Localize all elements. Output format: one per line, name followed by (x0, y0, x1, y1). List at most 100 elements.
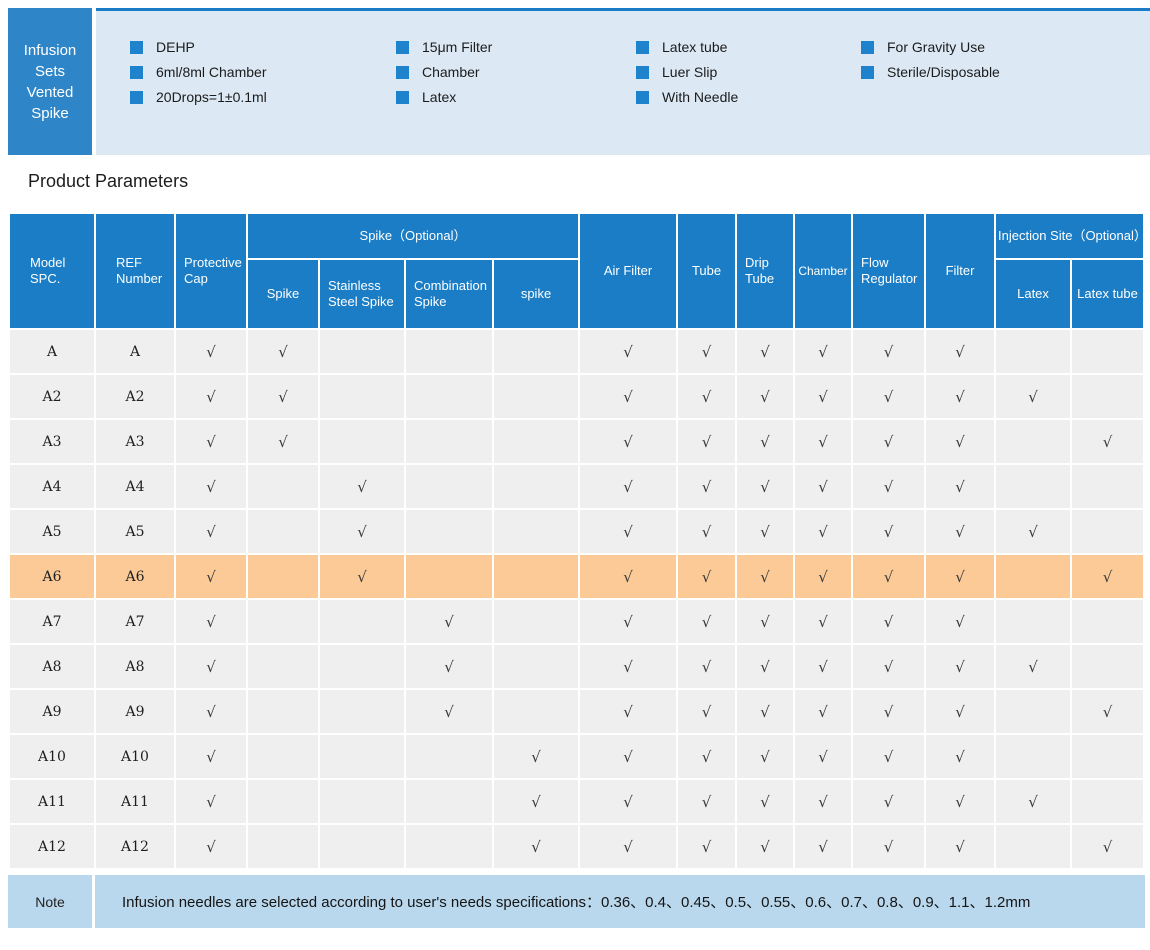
model-cell: A9 (10, 690, 94, 733)
bullet-square-icon (861, 66, 874, 79)
check-cell-latex_tube (1072, 645, 1144, 688)
check-cell-air_filter: √ (580, 825, 677, 868)
check-cell-tube: √ (678, 780, 736, 823)
check-cell-flow_regulator: √ (853, 420, 925, 463)
check-cell-flow_regulator: √ (853, 555, 925, 598)
check-cell-drip_tube: √ (737, 735, 794, 778)
check-cell-cap: √ (176, 645, 246, 688)
check-cell-latex_tube: √ (1072, 690, 1144, 733)
feature-item: For Gravity Use (861, 39, 1000, 56)
feature-item: Luer Slip (636, 64, 738, 81)
check-cell-air_filter: √ (580, 375, 677, 418)
check-cell-stainless (320, 735, 404, 778)
check-cell-cap: √ (176, 600, 246, 643)
check-cell-latex_tube (1072, 375, 1144, 418)
check-cell-chamber: √ (795, 330, 852, 373)
check-cell-spike: √ (248, 375, 318, 418)
col-header-filter: Filter (926, 214, 995, 328)
col-header-spike-lowercase: spike (494, 260, 579, 328)
check-cell-tube: √ (678, 825, 736, 868)
ref-cell: A10 (96, 735, 174, 778)
product-title-line: Spike (31, 104, 69, 122)
ref-cell: A11 (96, 780, 174, 823)
check-cell-latex_tube (1072, 465, 1144, 508)
check-cell-latex: √ (996, 375, 1071, 418)
check-cell-chamber: √ (795, 465, 852, 508)
table-row: A11 A11 √ √ √ √ √ √ √ √ √ (10, 780, 1144, 823)
feature-item: Chamber (396, 64, 492, 81)
check-cell-flow_regulator: √ (853, 375, 925, 418)
check-cell-tube: √ (678, 330, 736, 373)
check-cell-flow_regulator: √ (853, 465, 925, 508)
bullet-square-icon (130, 66, 143, 79)
feature-item-label: 20Drops=1±0.1ml (156, 89, 267, 105)
check-cell-spike (248, 510, 318, 553)
col-header-flow-regulator: Flow Regulator (853, 214, 925, 328)
check-cell-drip_tube: √ (737, 330, 794, 373)
bullet-square-icon (396, 66, 409, 79)
check-cell-tube: √ (678, 420, 736, 463)
check-cell-spike2 (494, 555, 579, 598)
check-cell-latex_tube (1072, 780, 1144, 823)
check-cell-chamber: √ (795, 555, 852, 598)
product-title-line: Sets (34, 62, 65, 80)
feature-item-label: Luer Slip (662, 64, 718, 80)
check-cell-combination: √ (406, 645, 492, 688)
check-cell-air_filter: √ (580, 420, 677, 463)
check-cell-latex (996, 420, 1071, 463)
col-header-protective-cap: Protective Cap (176, 214, 246, 328)
check-cell-latex_tube: √ (1072, 555, 1144, 598)
check-cell-cap: √ (176, 465, 246, 508)
check-cell-filter: √ (926, 330, 995, 373)
check-cell-air_filter: √ (580, 330, 677, 373)
check-cell-air_filter: √ (580, 735, 677, 778)
check-cell-flow_regulator: √ (853, 780, 925, 823)
check-cell-tube: √ (678, 465, 736, 508)
ref-cell: A6 (96, 555, 174, 598)
check-cell-spike2 (494, 420, 579, 463)
feature-item: With Needle (636, 89, 738, 106)
check-cell-air_filter: √ (580, 465, 677, 508)
feature-item-label: Sterile/Disposable (887, 64, 1000, 80)
table-row: A2 A2 √ √ √ √ √ √ √ √ √ (10, 375, 1144, 418)
model-cell: A8 (10, 645, 94, 688)
col-header-ref-number: REF Number (96, 214, 174, 328)
check-cell-flow_regulator: √ (853, 330, 925, 373)
check-cell-filter: √ (926, 420, 995, 463)
check-cell-latex (996, 465, 1071, 508)
check-cell-tube: √ (678, 510, 736, 553)
check-cell-filter: √ (926, 600, 995, 643)
feature-column: Latex tube Luer Slip With Needle (636, 39, 738, 106)
feature-item: 20Drops=1±0.1ml (130, 89, 267, 106)
check-cell-chamber: √ (795, 735, 852, 778)
check-cell-combination (406, 465, 492, 508)
check-cell-drip_tube: √ (737, 555, 794, 598)
check-cell-spike (248, 690, 318, 733)
ref-cell: A3 (96, 420, 174, 463)
check-cell-stainless (320, 375, 404, 418)
check-cell-latex (996, 690, 1071, 733)
check-cell-chamber: √ (795, 600, 852, 643)
check-cell-tube: √ (678, 645, 736, 688)
product-title-line: Vented (26, 83, 74, 101)
check-cell-spike (248, 465, 318, 508)
check-cell-stainless (320, 600, 404, 643)
table-row: A4 A4 √ √ √ √ √ √ √ √ (10, 465, 1144, 508)
check-cell-filter: √ (926, 825, 995, 868)
check-cell-filter: √ (926, 645, 995, 688)
col-header-chamber: Chamber (795, 214, 852, 328)
check-cell-latex: √ (996, 780, 1071, 823)
col-header-stainless-steel-spike: Stainless Steel Spike (320, 260, 404, 328)
ref-cell: A9 (96, 690, 174, 733)
bullet-square-icon (636, 41, 649, 54)
check-cell-filter: √ (926, 465, 995, 508)
check-cell-combination (406, 735, 492, 778)
note-text: Infusion needles are selected according … (95, 875, 1145, 928)
feature-item-label: For Gravity Use (887, 39, 986, 55)
feature-item: Latex tube (636, 39, 738, 56)
feature-item-label: With Needle (662, 89, 739, 105)
check-cell-tube: √ (678, 690, 736, 733)
check-cell-stainless (320, 645, 404, 688)
feature-column: 15μm Filter Chamber Latex (396, 39, 492, 106)
bullet-square-icon (861, 41, 874, 54)
